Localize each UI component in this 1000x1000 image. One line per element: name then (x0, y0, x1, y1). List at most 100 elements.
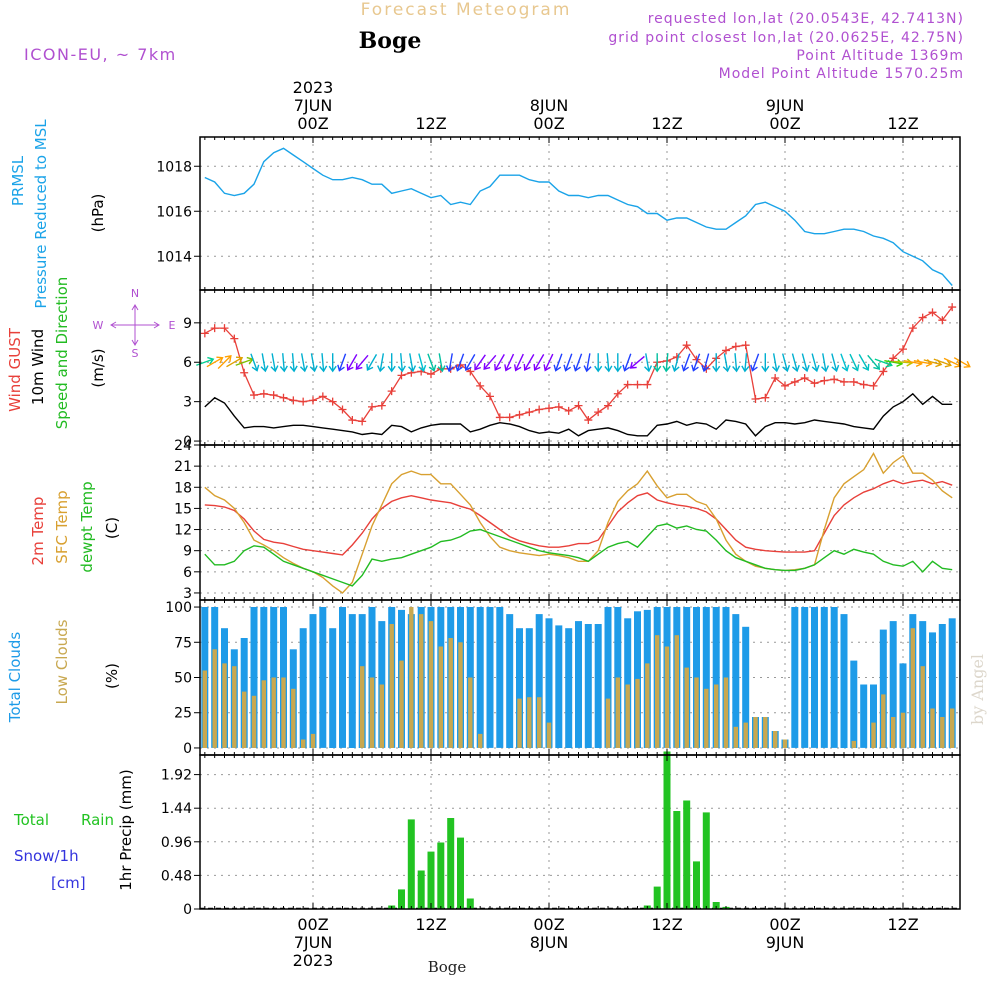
wind-arrow-shaft (822, 353, 827, 372)
low-cloud-bar (851, 740, 856, 748)
gust-marker (259, 389, 268, 398)
wind-direction-arrow (523, 354, 535, 372)
y-tick-label: 1014 (156, 249, 192, 265)
low-cloud-bar (733, 726, 738, 748)
gust-marker (849, 377, 858, 386)
low-cloud-bar (232, 666, 237, 748)
low-cloud-bar (419, 614, 424, 748)
wind-arrow-head (319, 365, 328, 373)
pressure-line (204, 147, 953, 286)
credit-watermark: by Angel (968, 654, 987, 725)
wind-arrow-head (722, 365, 731, 373)
gust-marker (318, 392, 327, 401)
wind-arrow-head (594, 365, 603, 373)
bottom-time-label: 12Z (887, 915, 918, 934)
y-tick-label: 50 (174, 671, 192, 687)
wind-direction-arrow (319, 353, 328, 373)
wind-arrow-head (792, 364, 800, 373)
gust-marker (328, 397, 337, 406)
bottom-time-label: 12Z (651, 915, 682, 934)
wind-arrow-shaft (347, 354, 358, 371)
model-label: ICON-EU, ~ 7km (24, 45, 177, 64)
gust-marker (348, 416, 357, 425)
low-cloud-bar (763, 717, 768, 748)
wind-arrow-shaft (953, 357, 971, 368)
wind-direction-arrow (543, 353, 554, 372)
rain-bar (447, 818, 455, 909)
low-cloud-bar (625, 684, 630, 748)
total-cloud-bar (899, 663, 907, 748)
wind-arrow-shaft (849, 353, 859, 371)
pressure-unit: (hPa) (89, 194, 107, 233)
gust-marker (230, 334, 239, 343)
rain-bar (407, 819, 415, 909)
wind-arrow-shaft (884, 359, 903, 365)
wind-arrow-shaft (338, 353, 347, 371)
pressure-panel-frame (199, 136, 961, 291)
total-cloud-bar (791, 607, 799, 748)
top-time-label: 8JUN (530, 96, 569, 115)
wind-arrow-shaft (366, 354, 378, 371)
wind-direction-arrow (196, 356, 215, 366)
wind-arrow-head (428, 364, 437, 372)
wind-arrow-head (604, 365, 613, 373)
wind-direction-arrow (801, 353, 810, 373)
wind-arrow-shaft (874, 358, 892, 366)
wind-direction-arrow (387, 353, 396, 373)
gust-marker (898, 345, 907, 354)
low-cloud-bar (723, 677, 729, 748)
wind-arrow-shaft (623, 353, 632, 371)
wind-arrow-head (279, 365, 288, 373)
wind-arrow-shaft (723, 353, 729, 372)
wind-arrow-shaft (235, 358, 253, 366)
wind-arrow-head (504, 364, 512, 372)
wind-direction-arrow (445, 353, 454, 373)
bottom-time-label: 00Z (297, 915, 328, 934)
low-cloud-bar (517, 698, 522, 748)
top-time-label: 00Z (769, 114, 800, 133)
gust-marker (299, 397, 308, 406)
wind-arrow-shaft (734, 353, 738, 372)
bottom-time-label: 12Z (415, 915, 446, 934)
low-cloud-bar (546, 722, 552, 748)
wind-arrow-head (750, 364, 758, 372)
wind-arrow-head (691, 364, 699, 372)
wind-direction-arrow (791, 353, 800, 373)
total-cloud-bar (329, 628, 337, 748)
wind-direction-arrow (840, 353, 850, 372)
wind-arrow-head (437, 365, 446, 373)
wind-direction-arrow (494, 354, 505, 372)
wind-arrow-shaft (261, 353, 267, 372)
wind-direction-arrow (289, 353, 298, 373)
wind-dir-label: Speed and Direction (53, 277, 71, 430)
wind-arrow-shaft (544, 353, 554, 371)
wind-arrow-head (377, 365, 386, 373)
total-cloud-bar (348, 614, 356, 748)
wind-direction-arrow (712, 353, 721, 373)
wind-direction-arrow (464, 354, 476, 372)
low-cloud-bar (271, 677, 276, 748)
wind-arrow-shaft (574, 353, 583, 371)
rain-bar (398, 889, 405, 909)
low-cloud-bar (291, 688, 296, 748)
low-cloud-bar (664, 646, 670, 748)
low-cloud-bar (251, 695, 257, 748)
pressure-label: Pressure Reduced to MSL (32, 119, 50, 309)
rain-bar (457, 837, 464, 909)
wind-arrow-head (309, 365, 318, 373)
temp-2m-label: 2m Temp (29, 497, 47, 566)
y-tick-label: 3 (183, 395, 192, 411)
wind-direction-arrow (622, 353, 632, 372)
wind-arrow-head (299, 365, 308, 373)
gust-marker (466, 367, 475, 376)
wind-arrow-head (346, 363, 354, 372)
low-cloud-bar (212, 649, 217, 748)
wind-arrow-head (513, 364, 522, 372)
precip-total-label: Total (13, 811, 49, 829)
wind-arrow-head (224, 354, 232, 362)
low-cloud-bar (950, 708, 955, 748)
gust-marker (633, 380, 642, 389)
total-cloud-bar (722, 607, 730, 748)
wind-arrow-head (671, 364, 680, 373)
rain-bar (417, 870, 425, 909)
